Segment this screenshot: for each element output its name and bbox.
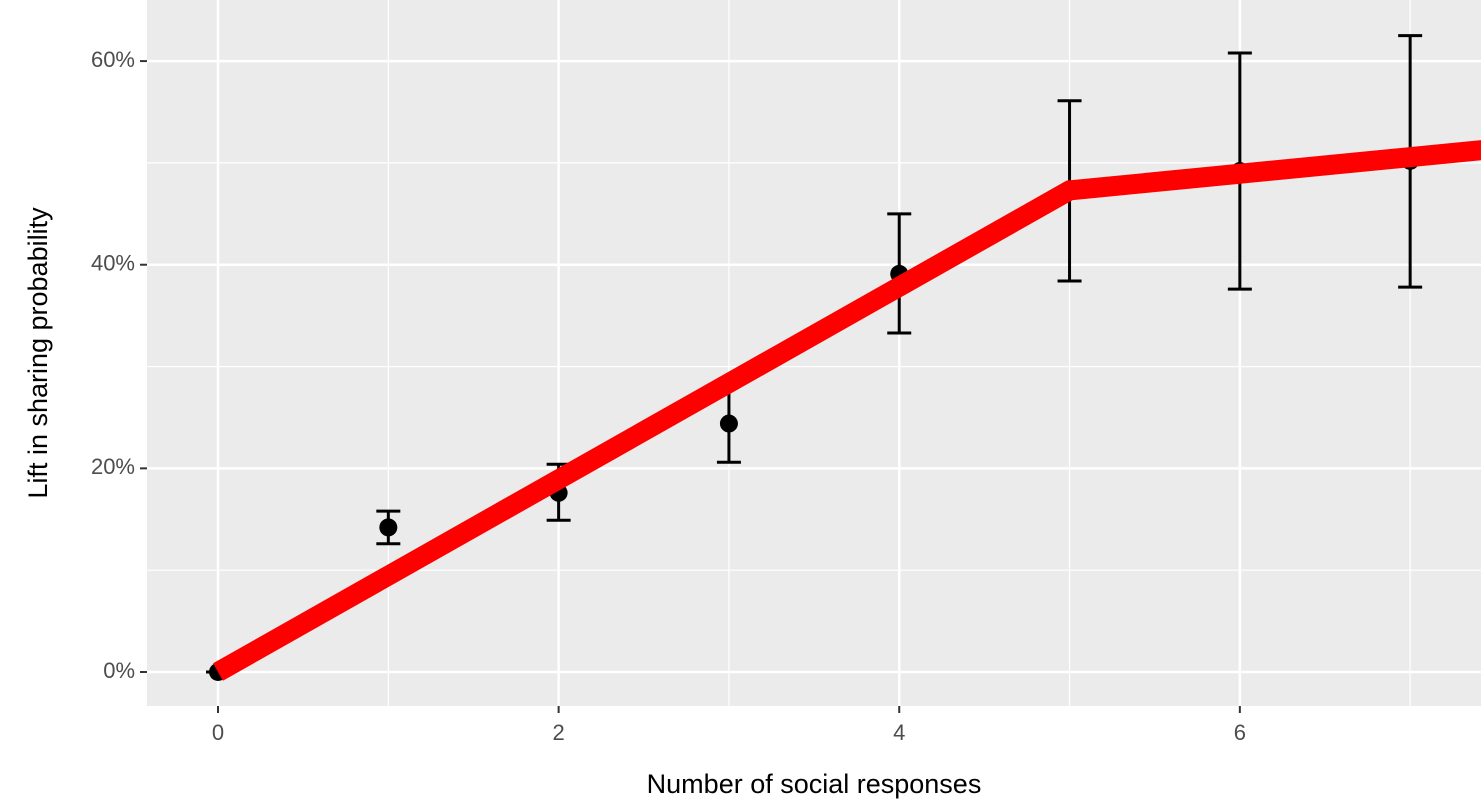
x-tick-label: 4: [893, 720, 905, 745]
y-tick-label: 60%: [91, 47, 135, 72]
y-tick-label: 20%: [91, 454, 135, 479]
y-tick-label: 40%: [91, 251, 135, 276]
y-axis-title: Lift in sharing probability: [23, 207, 53, 499]
x-tick-label: 2: [553, 720, 565, 745]
axes: 0% 20% 40% 60% 0 2 4 6: [91, 47, 1246, 745]
point: [719, 414, 738, 433]
x-tick-label: 6: [1234, 720, 1246, 745]
x-tick-label: 0: [212, 720, 224, 745]
point: [379, 518, 398, 537]
fit-line: [213, 140, 1481, 681]
marks: [206, 34, 1481, 681]
grid: [147, 0, 1481, 706]
x-axis-title: Number of social responses: [647, 769, 982, 799]
y-tick-label: 0%: [103, 658, 135, 683]
